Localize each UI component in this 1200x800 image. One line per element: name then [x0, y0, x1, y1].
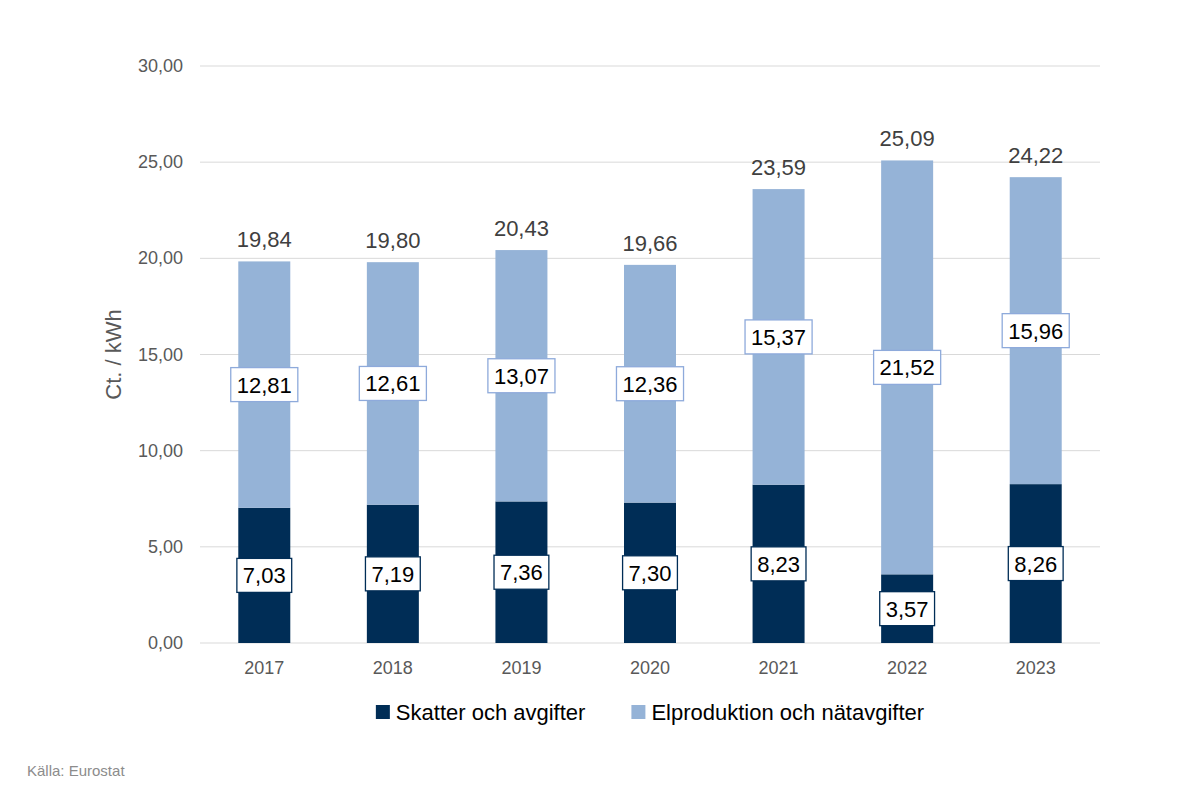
legend: Skatter och avgifter Elproduktion och nät… — [376, 700, 924, 725]
data-label: 8,23 — [751, 547, 806, 581]
x-tick-label: 2022 — [887, 658, 927, 678]
total-label: 19,84 — [237, 227, 292, 252]
data-label-text: 7,19 — [371, 562, 414, 587]
data-label: 7,03 — [237, 558, 292, 592]
data-label: 12,81 — [231, 368, 298, 402]
legend-swatch — [376, 705, 390, 719]
y-tick-label: 0,00 — [148, 633, 183, 653]
data-label-box — [616, 367, 683, 401]
total-label: 25,09 — [880, 126, 935, 151]
data-label: 15,37 — [745, 320, 812, 354]
data-label-box — [745, 320, 812, 354]
data-label-text: 15,96 — [1008, 319, 1063, 344]
y-axis-label: Ct. / kWh — [101, 309, 126, 399]
source: Källa: Eurostat — [27, 762, 125, 779]
x-tick-label: 2020 — [630, 658, 670, 678]
data-label-text: 13,07 — [494, 364, 549, 389]
data-label: 7,30 — [623, 556, 678, 590]
data-label: 13,07 — [488, 359, 555, 393]
data-label-box — [365, 557, 420, 591]
total-label: 19,66 — [622, 231, 677, 256]
data-label-text: 7,30 — [629, 561, 672, 586]
data-label-box — [237, 558, 292, 592]
data-label-box — [1002, 314, 1069, 348]
x-tick-label: 2017 — [244, 658, 284, 678]
total-label: 19,80 — [365, 228, 420, 253]
data-label-text: 7,03 — [243, 563, 286, 588]
y-tick-label: 20,00 — [138, 248, 183, 268]
total-label: 20,43 — [494, 216, 549, 241]
grid-line — [200, 258, 1100, 259]
data-label-box — [623, 556, 678, 590]
data-label-text: 8,23 — [757, 552, 800, 577]
legend-label: Elproduktion och nätavgifter — [651, 700, 924, 725]
data-label-text: 21,52 — [880, 355, 935, 380]
data-label-box — [231, 368, 298, 402]
total-label: 23,59 — [751, 155, 806, 180]
x-tick-label: 2018 — [373, 658, 413, 678]
y-tick-label: 10,00 — [138, 441, 183, 461]
bar-segment — [881, 574, 933, 643]
data-label-text: 7,36 — [500, 560, 543, 585]
data-label-box — [488, 359, 555, 393]
data-label: 12,61 — [359, 366, 426, 400]
data-label-text: 8,26 — [1014, 552, 1057, 577]
x-tick-label: 2023 — [1016, 658, 1056, 678]
x-tick-label: 2019 — [501, 658, 541, 678]
bar-segment — [495, 501, 547, 643]
data-label-text: 12,36 — [622, 372, 677, 397]
data-label-text: 12,61 — [365, 371, 420, 396]
data-label-text: 12,81 — [237, 373, 292, 398]
data-label: 12,36 — [616, 367, 683, 401]
bar-segment — [367, 505, 419, 643]
y-tick-label: 15,00 — [138, 345, 183, 365]
data-label-box — [494, 555, 549, 589]
y-tick-label: 25,00 — [138, 152, 183, 172]
data-label: 7,19 — [365, 557, 420, 591]
data-label: 3,57 — [880, 592, 935, 626]
grid-line — [200, 66, 1100, 67]
bar-segment — [753, 485, 805, 643]
legend-label: Skatter och avgifter — [396, 700, 586, 725]
chart: 0,00 5,00 10,00 15,00 20,00 25,00 30,00 Ct. / k… — [0, 0, 1200, 800]
grid-line — [200, 162, 1100, 163]
bar-segment — [1010, 484, 1062, 643]
bars — [238, 160, 1061, 643]
data-label-text: 15,37 — [751, 325, 806, 350]
data-label: 15,96 — [1002, 314, 1069, 348]
bar-segment — [624, 503, 676, 643]
bar-segment — [238, 508, 290, 643]
data-label: 8,26 — [1008, 547, 1063, 581]
data-label-box — [1008, 547, 1063, 581]
grid — [200, 66, 1100, 643]
data-label-box — [751, 547, 806, 581]
data-label: 7,36 — [494, 555, 549, 589]
data-label-box — [874, 350, 941, 384]
data-label-box — [880, 592, 935, 626]
total-label: 24,22 — [1008, 143, 1063, 168]
y-tick-label: 30,00 — [138, 56, 183, 76]
data-labels: 7,03 12,81 7,19 12,61 7,36 13,07 7,30 12,36 8,23… — [231, 314, 1069, 626]
data-label: 21,52 — [874, 350, 941, 384]
y-tick-label: 5,00 — [148, 537, 183, 557]
x-tick-label: 2021 — [759, 658, 799, 678]
legend-swatch — [631, 705, 645, 719]
data-label-box — [359, 366, 426, 400]
data-label-text: 3,57 — [886, 597, 929, 622]
